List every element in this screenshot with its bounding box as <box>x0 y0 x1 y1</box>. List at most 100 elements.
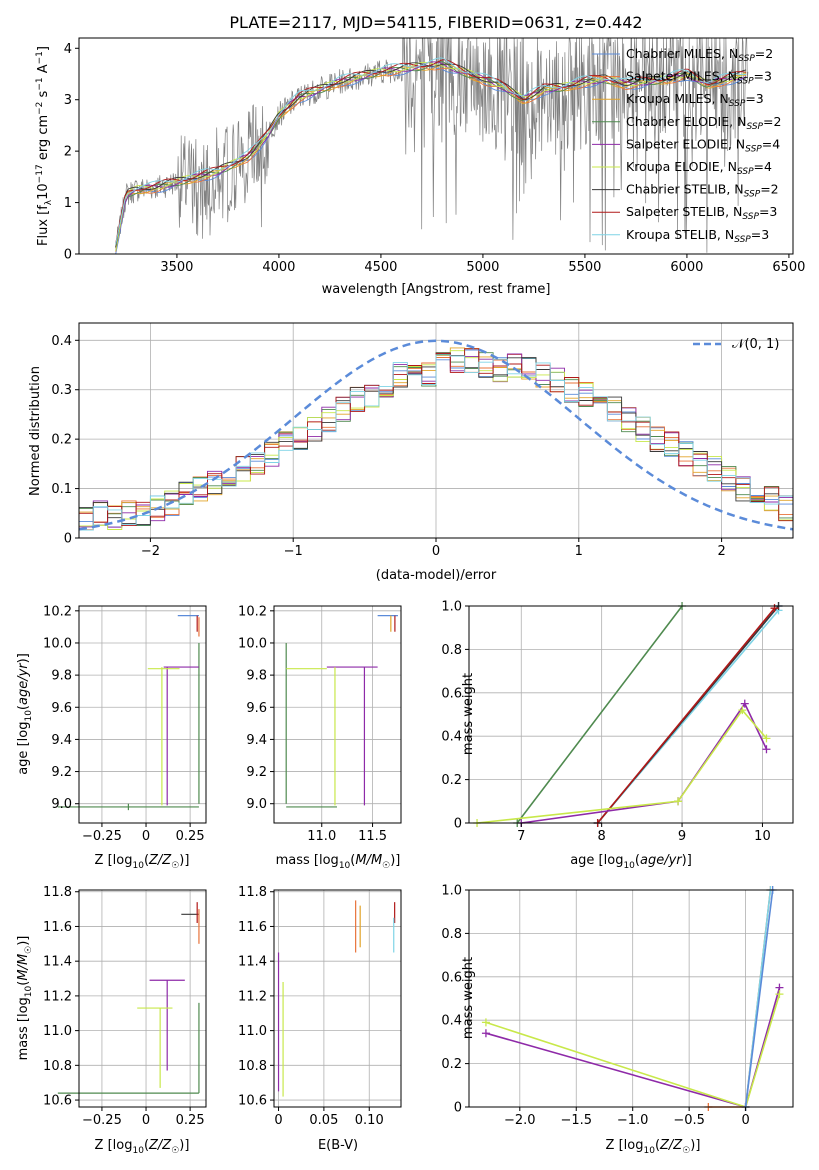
mass-weight-marker <box>762 734 771 743</box>
weight-z-frame <box>468 889 794 1108</box>
x-tick-label: −0.25 <box>82 1113 122 1128</box>
y-tick-label: 10.6 <box>43 1094 72 1109</box>
y-tick-label: 2 <box>64 145 72 160</box>
y-tick-label: 9.0 <box>51 797 72 812</box>
model-spectrum-line <box>115 61 747 251</box>
mass-weight-marker <box>481 1029 490 1038</box>
legend-label: Chabrier MILES, NSSP=2 <box>626 46 773 64</box>
weight-age-frame <box>468 605 794 824</box>
normal-curve <box>78 339 794 531</box>
weight-age-panel: 7 8 9 10 0 0.2 0.4 0.6 0.8 1.0 age [log10(age/yr)… <box>441 600 794 871</box>
x-tick-label: 10 <box>754 829 771 844</box>
spectrum-frame <box>78 37 794 255</box>
weight-z-panel: −2.0 −1.5 −1.0 −0.5 0 0 0.2 0.4 0.6 0.8 1.0 Z [log… <box>441 884 794 1156</box>
model-spectrum-line <box>115 59 747 244</box>
x-tick-label: 6000 <box>670 260 703 275</box>
legend-label: Kroupa STELIB, NSSP=3 <box>626 227 769 245</box>
x-tick-label: −1 <box>284 544 303 559</box>
x-tick-label: −2.0 <box>504 1113 536 1128</box>
age-mass-panel: 11.0 11.5 9.0 9.2 9.4 9.6 9.8 10.0 10.2 mass [lo… <box>238 604 402 871</box>
mass-z-panel: −0.25 0 0.25 10.6 10.8 11.0 11.2 11.4 11.6 11.8 Z… <box>16 885 207 1156</box>
normal-legend-label: 𝒩(0, 1) <box>732 337 779 352</box>
y-tick-label: 0.6 <box>441 970 462 985</box>
x-tick-label: −1.0 <box>617 1113 649 1128</box>
legend-label: Salpeter STELIB, NSSP=3 <box>626 204 777 222</box>
weight-age-ylabel: mass weight <box>461 673 476 755</box>
age-z-frame <box>78 605 207 824</box>
y-tick-label: 11.8 <box>43 885 72 900</box>
x-tick-label: 0.25 <box>176 829 205 844</box>
x-tick-label: −2 <box>141 544 160 559</box>
y-tick-label: 11.6 <box>43 920 72 935</box>
y-tick-label: 10.0 <box>238 636 267 651</box>
age-z-xlabel: Z [log10(Z/Z☉)] <box>95 853 190 871</box>
x-tick-label: 0.10 <box>355 1113 384 1128</box>
spectrum-ylabel: Flux [fλ10−17 erg cm−2 s−1 A−1] <box>35 46 54 246</box>
legend-label: Kroupa MILES, NSSP=3 <box>626 91 764 109</box>
y-tick-label: 9.4 <box>246 733 267 748</box>
y-tick-label: 9.2 <box>51 765 72 780</box>
x-tick-label: 0 <box>741 1113 749 1128</box>
model-spectrum-line <box>115 57 747 245</box>
y-tick-label: 0 <box>454 1101 462 1116</box>
legend-label: Chabrier STELIB, NSSP=2 <box>626 182 779 200</box>
legend-label: Chabrier ELODIE, NSSP=2 <box>626 114 781 132</box>
y-tick-label: 0.2 <box>441 1057 462 1072</box>
y-tick-label: 10.6 <box>238 1094 267 1109</box>
mass-weight-line <box>744 889 774 1108</box>
spectrum-xlabel: wavelength [Angstrom, rest frame] <box>322 282 551 297</box>
y-tick-label: 0.3 <box>51 383 72 398</box>
y-tick-label: 0.2 <box>51 433 72 448</box>
y-tick-label: 1.0 <box>441 884 462 899</box>
x-tick-label: −1.5 <box>560 1113 592 1128</box>
x-tick-label: 0 <box>274 1113 282 1128</box>
mass-ebv-xlabel: E(B-V) <box>318 1138 358 1153</box>
y-tick-label: 10.8 <box>238 1059 267 1074</box>
y-tick-label: 0 <box>64 532 72 547</box>
y-tick-label: 11.2 <box>238 989 267 1004</box>
y-tick-label: 9.8 <box>51 669 72 684</box>
y-tick-label: 10.2 <box>238 604 267 619</box>
y-tick-label: 9.8 <box>246 669 267 684</box>
x-tick-label: 7 <box>517 829 525 844</box>
y-tick-label: 11.0 <box>238 1024 267 1039</box>
mass-weight-marker <box>738 706 747 715</box>
residuals-ylabel: Normed distribution <box>28 366 43 496</box>
y-tick-label: 10.8 <box>43 1059 72 1074</box>
y-tick-label: 11.4 <box>43 955 72 970</box>
y-tick-label: 11.2 <box>43 989 72 1004</box>
y-tick-label: 10.2 <box>43 604 72 619</box>
y-tick-label: 0.2 <box>441 773 462 788</box>
x-tick-label: 5500 <box>568 260 601 275</box>
mass-z-xlabel: Z [log10(Z/Z☉)] <box>95 1138 190 1156</box>
y-tick-label: 4 <box>64 42 72 57</box>
y-tick-label: 0.4 <box>441 730 462 745</box>
y-tick-label: 0 <box>454 817 462 832</box>
x-tick-label: 11.0 <box>307 829 336 844</box>
y-tick-label: 11.8 <box>238 885 267 900</box>
x-tick-label: −0.5 <box>673 1113 705 1128</box>
x-tick-label: −0.25 <box>82 829 122 844</box>
x-tick-label: 8 <box>598 829 606 844</box>
mass-weight-line <box>596 607 776 824</box>
legend-label: Salpeter MILES, NSSP=3 <box>626 69 772 87</box>
weight-z-ylabel: mass weight <box>461 957 476 1039</box>
y-tick-label: 1.0 <box>441 600 462 615</box>
y-tick-label: 9.6 <box>246 701 267 716</box>
mass-weight-line <box>476 708 768 824</box>
x-tick-label: 0.05 <box>309 1113 338 1128</box>
weight-age-xlabel: age [log10(age/yr)] <box>570 853 692 871</box>
spectrum-legend: Chabrier MILES, NSSP=2 Salpeter MILES, NS… <box>592 46 781 245</box>
mass-ebv-panel: 0 0.05 0.10 10.6 10.8 11.0 11.2 11.4 11.6 11.8 E(… <box>238 885 402 1153</box>
age-mass-xlabel: mass [log10(M/M☉)] <box>276 853 401 871</box>
mass-weight-marker <box>762 745 771 754</box>
y-tick-label: 0.1 <box>51 482 72 497</box>
x-tick-label: 4000 <box>262 260 295 275</box>
weight-z-xlabel: Z [log10(Z/Z☉)] <box>606 1138 701 1156</box>
y-tick-label: 1 <box>64 196 72 211</box>
x-tick-label: 0 <box>432 544 440 559</box>
mass-weight-marker <box>740 699 749 708</box>
age-z-panel: −0.25 0 0.25 9.0 9.2 9.4 9.6 9.8 10.0 10.2 Z [log… <box>16 604 207 871</box>
y-tick-label: 0.8 <box>441 643 462 658</box>
